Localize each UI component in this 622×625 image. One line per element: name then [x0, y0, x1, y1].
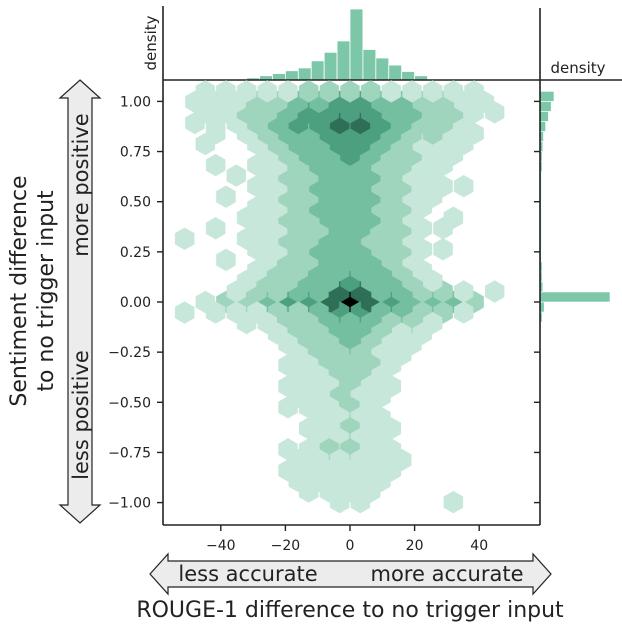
right-histogram-bar — [539, 121, 546, 132]
y-axis-ticks: −1.00 −0.75 −0.50 −0.25 0.00 0.25 0.50 0.75 1.00 — [108, 94, 540, 512]
y-tick-label: 0.00 — [120, 295, 151, 311]
hex-cell — [278, 80, 298, 103]
hex-cell — [174, 227, 195, 251]
hex-cell — [443, 80, 464, 103]
y-direction-arrow — [58, 79, 102, 524]
x-axis-ticks: −40 −20 0 20 40 — [206, 525, 488, 554]
top-marginal-histogram — [246, 8, 428, 81]
y-tick-label: −0.50 — [108, 395, 151, 411]
hex-cell — [350, 490, 371, 514]
arrow-label-more-accurate: more accurate — [371, 562, 524, 586]
right-histogram-bar — [539, 101, 552, 112]
hex-cell — [433, 238, 453, 261]
hex-cell — [381, 80, 402, 103]
hex-cell — [236, 80, 257, 103]
hex-cell — [216, 80, 236, 103]
hex-cell — [402, 80, 422, 103]
hex-cell — [205, 217, 226, 240]
right-histogram-bar — [539, 291, 611, 303]
y-tick-label: 1.00 — [120, 94, 151, 110]
hex-cell — [319, 80, 340, 103]
hex-cell — [205, 301, 226, 324]
y-axis-label-line: Sentiment difference — [7, 175, 32, 406]
hex-cell — [205, 153, 226, 177]
hex-cell — [174, 301, 195, 324]
top-histogram-bar — [272, 73, 286, 81]
hex-cell — [278, 396, 298, 419]
y-tick-label: 0.50 — [120, 195, 151, 211]
hex-cell — [454, 174, 474, 198]
hex-cell — [360, 80, 381, 103]
arrow-label-less-positive: less positive — [69, 350, 93, 480]
hex-cell — [485, 280, 505, 303]
hexbin-cells — [174, 80, 505, 514]
x-tick-label: 20 — [406, 538, 424, 554]
arrow-label-more-positive: more positive — [69, 113, 93, 256]
top-histogram-bar — [297, 67, 312, 81]
right-marginal-density-label: density — [551, 59, 606, 77]
x-axis-label: ROUGE-1 difference to no trigger input — [136, 598, 564, 623]
top-histogram-bar — [388, 64, 403, 81]
top-marginal-density-label: density — [142, 15, 160, 70]
x-tick-label: 0 — [346, 538, 355, 554]
right-histogram-bar — [539, 111, 549, 122]
hex-cell — [298, 80, 319, 103]
hex-cell — [236, 311, 257, 335]
y-tick-label: 0.75 — [120, 145, 151, 161]
arrow-label-less-accurate: less accurate — [178, 562, 317, 586]
top-histogram-bar — [310, 60, 325, 81]
y-tick-label: −1.00 — [108, 496, 151, 512]
hex-cell — [226, 164, 247, 187]
hex-cell — [423, 80, 443, 103]
x-tick-label: −20 — [271, 538, 301, 554]
hex-cell — [298, 480, 319, 503]
y-axis-label-line: to no trigger input — [34, 190, 59, 392]
top-histogram-bar — [336, 40, 351, 81]
hex-cell — [216, 185, 236, 208]
hex-cell — [464, 80, 484, 103]
top-histogram-bar — [401, 71, 415, 81]
hex-cell — [443, 490, 464, 514]
x-direction-arrow — [149, 552, 552, 596]
x-tick-label: −40 — [206, 538, 236, 554]
top-histogram-bar — [349, 8, 364, 81]
hex-cell — [195, 80, 216, 103]
y-tick-label: 0.25 — [120, 245, 151, 261]
hex-cell — [454, 301, 474, 324]
y-tick-label: −0.25 — [108, 345, 151, 361]
right-histogram-bar — [539, 91, 555, 102]
hex-cell — [257, 80, 277, 103]
right-marginal-histogram — [539, 91, 611, 323]
y-tick-label: −0.75 — [108, 445, 151, 461]
top-histogram-bar — [323, 51, 338, 81]
top-histogram-bar — [375, 57, 390, 81]
hex-cell — [216, 248, 236, 272]
hex-cell — [329, 490, 350, 514]
y-axis-label: Sentiment differenceto no trigger input — [7, 175, 59, 406]
top-histogram-bar — [284, 70, 299, 81]
x-tick-label: 40 — [470, 538, 488, 554]
top-histogram-bar — [362, 49, 377, 81]
hex-cell — [443, 206, 464, 229]
hex-cell — [340, 80, 360, 103]
